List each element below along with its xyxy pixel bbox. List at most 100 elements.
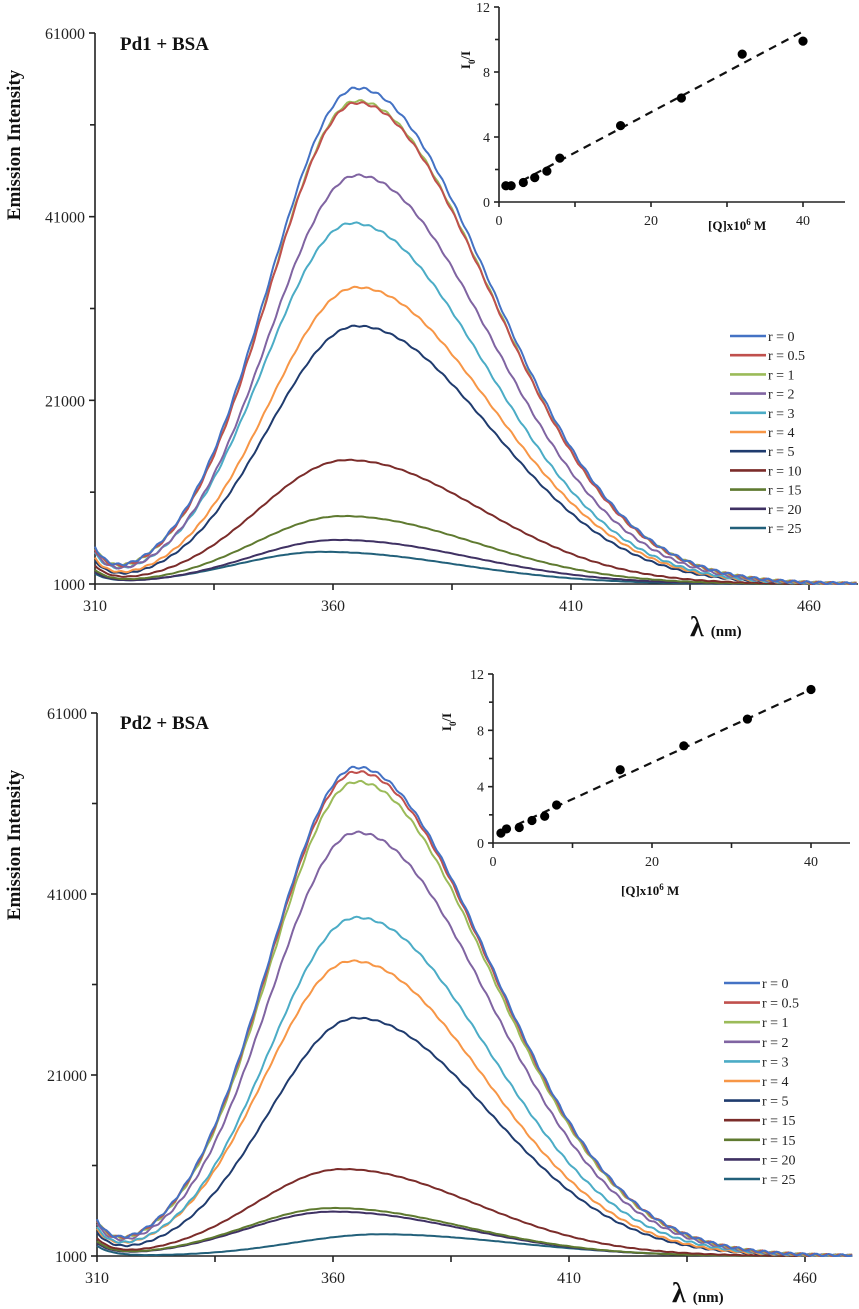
legend-label: r = 15 [768, 484, 802, 499]
legend-label: r = 1 [762, 1016, 789, 1031]
data-point [742, 714, 753, 724]
legend-label: r = 2 [762, 1036, 789, 1051]
legend-item: r = 1 [724, 1016, 789, 1031]
y-tick-label: 1000 [53, 577, 85, 594]
inset-fit-line [521, 30, 804, 182]
inset-y-tick-label: 4 [477, 781, 484, 796]
legend-label: r = 3 [762, 1055, 789, 1070]
data-point [518, 177, 528, 188]
inset-y-tick-label: 12 [476, 1, 490, 16]
x-tick-label: 410 [559, 598, 583, 615]
legend-label: r = 1 [768, 368, 795, 383]
data-point [514, 822, 524, 833]
data-point [679, 741, 689, 751]
legend-item: r = 3 [724, 1055, 789, 1070]
legend-label: r = 3 [768, 407, 795, 422]
legend-item: r = 1 [730, 368, 795, 383]
data-point [542, 166, 552, 176]
legend-item: r = 25 [730, 522, 802, 537]
y-tick-label: 21000 [47, 1068, 87, 1085]
legend-item: r = 20 [730, 503, 802, 518]
x-axis-unit: (nm) [711, 624, 742, 640]
x-tick-label: 410 [557, 1270, 581, 1287]
legend-label: r = 4 [762, 1075, 789, 1090]
legend-label: r = 25 [762, 1173, 796, 1188]
spectrum-0 [96, 765, 853, 1257]
data-point [676, 93, 687, 103]
inset-y-tick-label: 8 [477, 724, 484, 739]
legend-item: r = 0.5 [724, 997, 799, 1012]
legend-label: r = 0.5 [762, 997, 799, 1012]
legend-item: r = 0 [724, 977, 789, 992]
inset-y-tick-label: 8 [483, 66, 490, 81]
y-tick-label: 41000 [47, 887, 87, 904]
legend-item: r = 4 [730, 426, 795, 441]
data-point [798, 36, 808, 46]
spectrum-0 [94, 86, 857, 585]
legend-label: r = 0 [768, 330, 795, 345]
lambda-symbol: λ [672, 1278, 686, 1309]
data-point [806, 684, 816, 695]
spectrum-10 [94, 458, 857, 585]
inset-y-label: I0/I [439, 713, 458, 731]
y-tick-label: 61000 [45, 26, 85, 43]
spectrum-2 [96, 830, 853, 1257]
legend-item: r = 5 [724, 1095, 789, 1110]
inset-axes: 0 4 8 12 0 20 40 [476, 1, 845, 229]
legend-label: r = 10 [768, 464, 802, 479]
legend-item: r = 2 [730, 388, 795, 403]
inset-x-tick-label: 0 [490, 855, 497, 870]
legend-label: r = 5 [768, 445, 795, 460]
inset-x-label: [Q]x106 M [708, 217, 766, 233]
inset-stern-volmer: 0 4 8 12 0 20 40 I0/I [Q]x106 M [439, 668, 850, 898]
legend-item: r = 15 [724, 1114, 796, 1129]
spectrum-3 [96, 915, 853, 1257]
fit-line [516, 688, 812, 826]
y-tick-label: 1000 [55, 1249, 87, 1266]
spectra [96, 765, 853, 1257]
inset-points [496, 684, 816, 838]
inset-x-tick-label: 0 [496, 214, 503, 229]
spectrum-4 [96, 959, 853, 1257]
spectrum-0_5 [96, 770, 853, 1257]
inset-x-label: [Q]x106 M [621, 882, 679, 898]
data-point [530, 173, 540, 183]
spectrum-0_5 [94, 101, 857, 585]
x-tick-label: 460 [797, 598, 821, 615]
data-point [506, 181, 516, 191]
legend-item: r = 0 [730, 330, 795, 345]
spectrum-2 [94, 173, 858, 585]
panel-pd2-bsa: Pd2 + BSA Emission Intensity 10002100041… [4, 668, 853, 1309]
legend-label: r = 20 [768, 503, 802, 518]
x-axis-label: λ (nm) [672, 1278, 724, 1309]
x-tick-label: 360 [321, 598, 345, 615]
legend-item: r = 10 [730, 464, 802, 479]
inset-y-label: I0/I [458, 51, 477, 69]
legend-label: r = 20 [762, 1153, 796, 1168]
fit-line [521, 30, 804, 182]
legend-label: r = 2 [768, 388, 795, 403]
inset-y-tick-label: 0 [483, 196, 490, 211]
legend: r = 0 r = 0.5 r = 1 r = 2 r = 3 r = 4 r = 5 r =… [724, 977, 799, 1188]
data-point [737, 49, 747, 59]
data-point [501, 824, 512, 834]
legend-item: r = 15 [730, 484, 802, 499]
legend-item: r = 20 [724, 1153, 796, 1168]
legend-item: r = 15 [724, 1134, 796, 1149]
inset-x-tick-label: 20 [644, 214, 658, 229]
spectrum-4 [94, 285, 857, 585]
legend-label: r = 0 [762, 977, 789, 992]
x-axis-unit: (nm) [693, 1290, 724, 1306]
spectra [94, 86, 858, 585]
legend-item: r = 0.5 [730, 349, 805, 364]
spectrum-15 [96, 1168, 853, 1257]
legend-item: r = 4 [724, 1075, 789, 1090]
data-point [555, 153, 565, 163]
main-axes: 1000 21000 41000 61000 310 360 410 460 [47, 706, 852, 1287]
y-axis-label: Emission Intensity [4, 769, 25, 920]
y-tick-label: 61000 [47, 706, 87, 723]
spectrum-5 [94, 324, 857, 585]
legend-item: r = 2 [724, 1036, 789, 1051]
inset-y-tick-label: 0 [477, 837, 484, 852]
y-tick-label: 41000 [45, 210, 85, 227]
